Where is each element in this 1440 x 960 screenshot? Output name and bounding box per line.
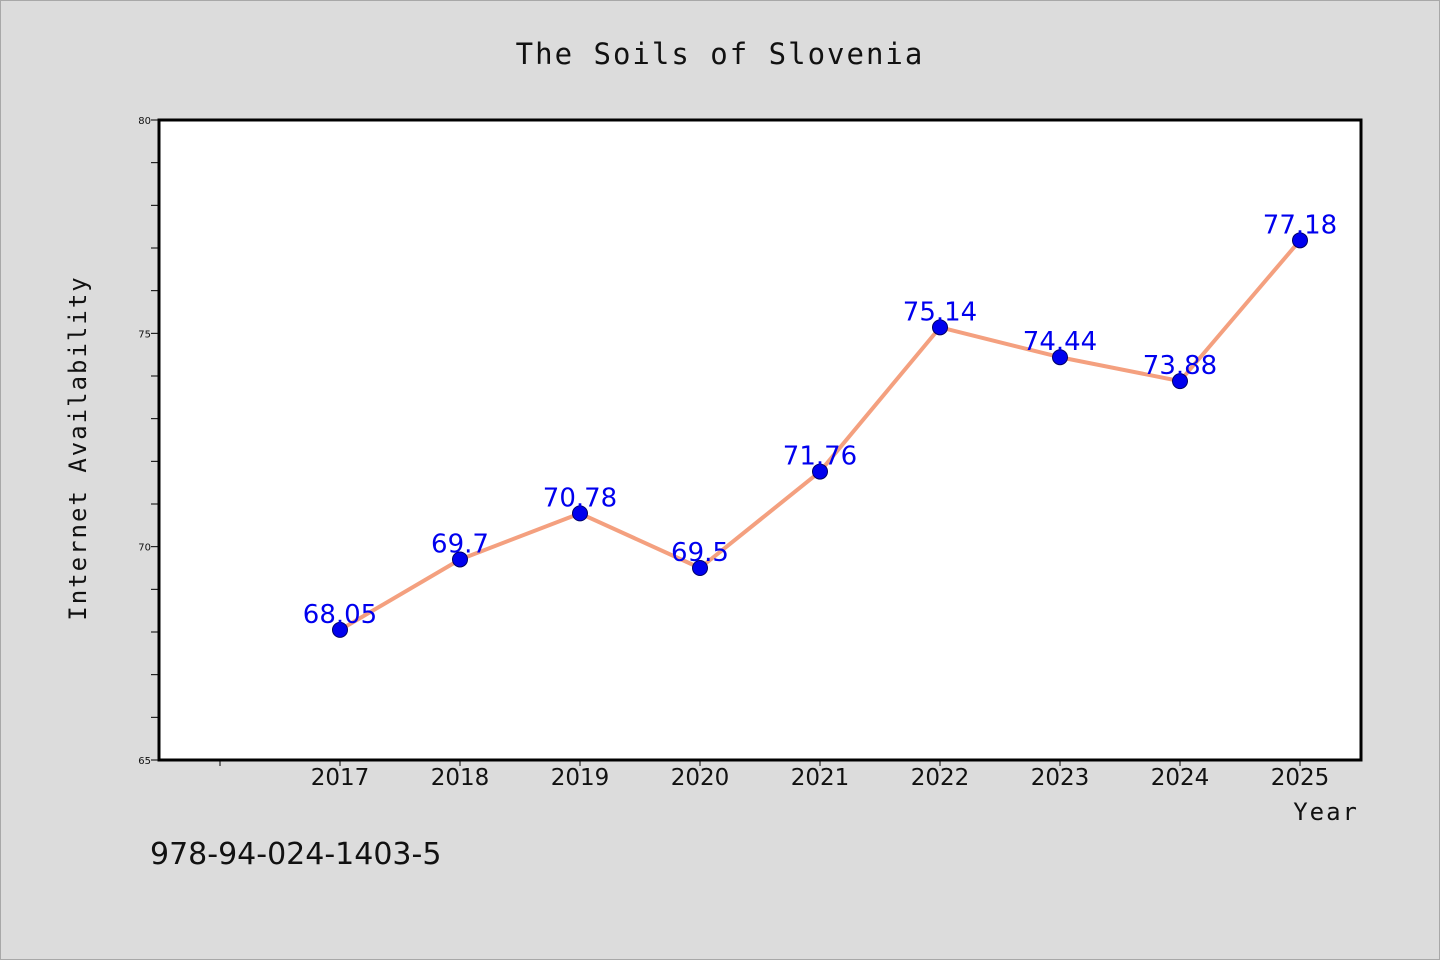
x-tick-label: 2022 (911, 765, 970, 791)
y-axis: 65 70 75 80 (138, 116, 159, 767)
x-tick-label: 2019 (551, 765, 610, 791)
y-tick-label: 65 (138, 756, 151, 767)
x-tick-label: 2021 (791, 765, 850, 791)
data-label: 74.44 (1023, 327, 1097, 357)
data-label: 71.76 (783, 442, 857, 472)
data-point (332, 621, 348, 638)
chart-title: The Soils of Slovenia (516, 37, 925, 71)
data-point (1172, 373, 1188, 390)
x-tick-label: 2018 (431, 765, 490, 791)
isbn-text: 978-94-024-1403-5 (150, 837, 441, 872)
data-label: 77.18 (1263, 210, 1337, 240)
data-label: 70.78 (543, 483, 617, 513)
x-tick-label: 2023 (1031, 765, 1090, 791)
data-label: 69.5 (671, 538, 729, 568)
data-point (692, 560, 708, 576)
data-label: 73.88 (1143, 351, 1217, 381)
data-point (1052, 349, 1068, 366)
y-tick-label: 70 (138, 543, 151, 554)
x-axis-title: Year (1293, 798, 1359, 826)
data-point (812, 463, 828, 480)
data-point (572, 505, 588, 522)
x-tick-label: 2024 (1151, 765, 1210, 791)
y-tick-label: 80 (138, 116, 151, 127)
data-point (1292, 232, 1308, 249)
plot-area (157, 118, 1363, 762)
data-label: 68.05 (303, 600, 377, 630)
x-axis: 2017 2018 2019 2020 2021 2022 2023 2024 2025 (219, 760, 1330, 791)
x-tick-label: 2017 (311, 765, 370, 791)
x-tick-label: 2025 (1271, 765, 1330, 791)
data-point (452, 551, 468, 568)
x-tick-label: 2020 (671, 765, 730, 791)
data-label: 75.14 (903, 297, 977, 327)
data-point (932, 319, 948, 336)
y-axis-title: Internet Availability (64, 275, 92, 620)
y-tick-label: 75 (138, 329, 151, 340)
data-series: 68.05 69.7 70.78 69.5 71.76 75.14 74.44 73.88 77… (303, 210, 1337, 638)
data-label: 69.7 (431, 529, 489, 559)
